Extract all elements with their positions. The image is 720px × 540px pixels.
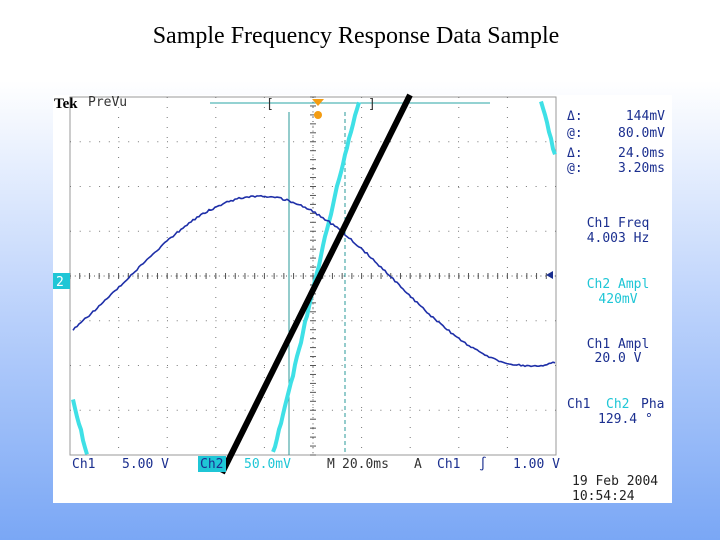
readout-label: Δ: bbox=[567, 146, 583, 161]
brand: Tek bbox=[54, 96, 78, 112]
ch2-label: Ch2 bbox=[200, 457, 223, 472]
ch1-label: Ch1 bbox=[72, 457, 95, 472]
readout-value: 24.0ms bbox=[618, 146, 665, 161]
time-label: M bbox=[327, 457, 335, 472]
time-scale: 20.0ms bbox=[342, 457, 389, 472]
trigger-level: 1.00 V bbox=[513, 457, 560, 472]
channel-marker: 2 bbox=[56, 275, 64, 290]
readout-label: Δ: bbox=[567, 109, 583, 124]
readout-value: 3.20ms bbox=[618, 161, 665, 176]
measurement-value: 4.003 Hz bbox=[587, 231, 650, 246]
measurement-name: Ch1 Freq bbox=[587, 216, 650, 231]
mode: PreVu bbox=[88, 95, 127, 110]
measurement-value: 20.0 V bbox=[595, 351, 642, 366]
ch1-scale: 5.00 V bbox=[122, 457, 169, 472]
measurement-value: 420mV bbox=[598, 292, 637, 307]
ch2-scale: 50.0mV bbox=[244, 457, 291, 472]
phase-part: Ch2 bbox=[606, 397, 629, 412]
readout-label: @: bbox=[567, 126, 583, 141]
trigger-slope: ∫ bbox=[479, 456, 487, 472]
measurement-name: Ch2 Ampl bbox=[587, 277, 650, 292]
phase-part: Pha bbox=[641, 397, 664, 412]
bracket: ] bbox=[368, 97, 376, 112]
trigger-source: Ch1 bbox=[437, 457, 460, 472]
readout-value: 144mV bbox=[626, 109, 665, 124]
phase-part: Ch1 bbox=[567, 397, 590, 412]
trigger-position bbox=[314, 111, 322, 119]
slide-title: Sample Frequency Response Data Sample bbox=[153, 23, 560, 49]
trigger-label: A bbox=[414, 457, 422, 472]
readout-value: 80.0mV bbox=[618, 126, 665, 141]
date: 19 Feb 2004 bbox=[572, 474, 658, 489]
bracket: [ bbox=[266, 97, 274, 112]
time: 10:54:24 bbox=[572, 489, 635, 504]
phase-value: 129.4 ° bbox=[598, 412, 653, 427]
readout-label: @: bbox=[567, 161, 583, 176]
measurement-name: Ch1 Ampl bbox=[587, 337, 650, 352]
